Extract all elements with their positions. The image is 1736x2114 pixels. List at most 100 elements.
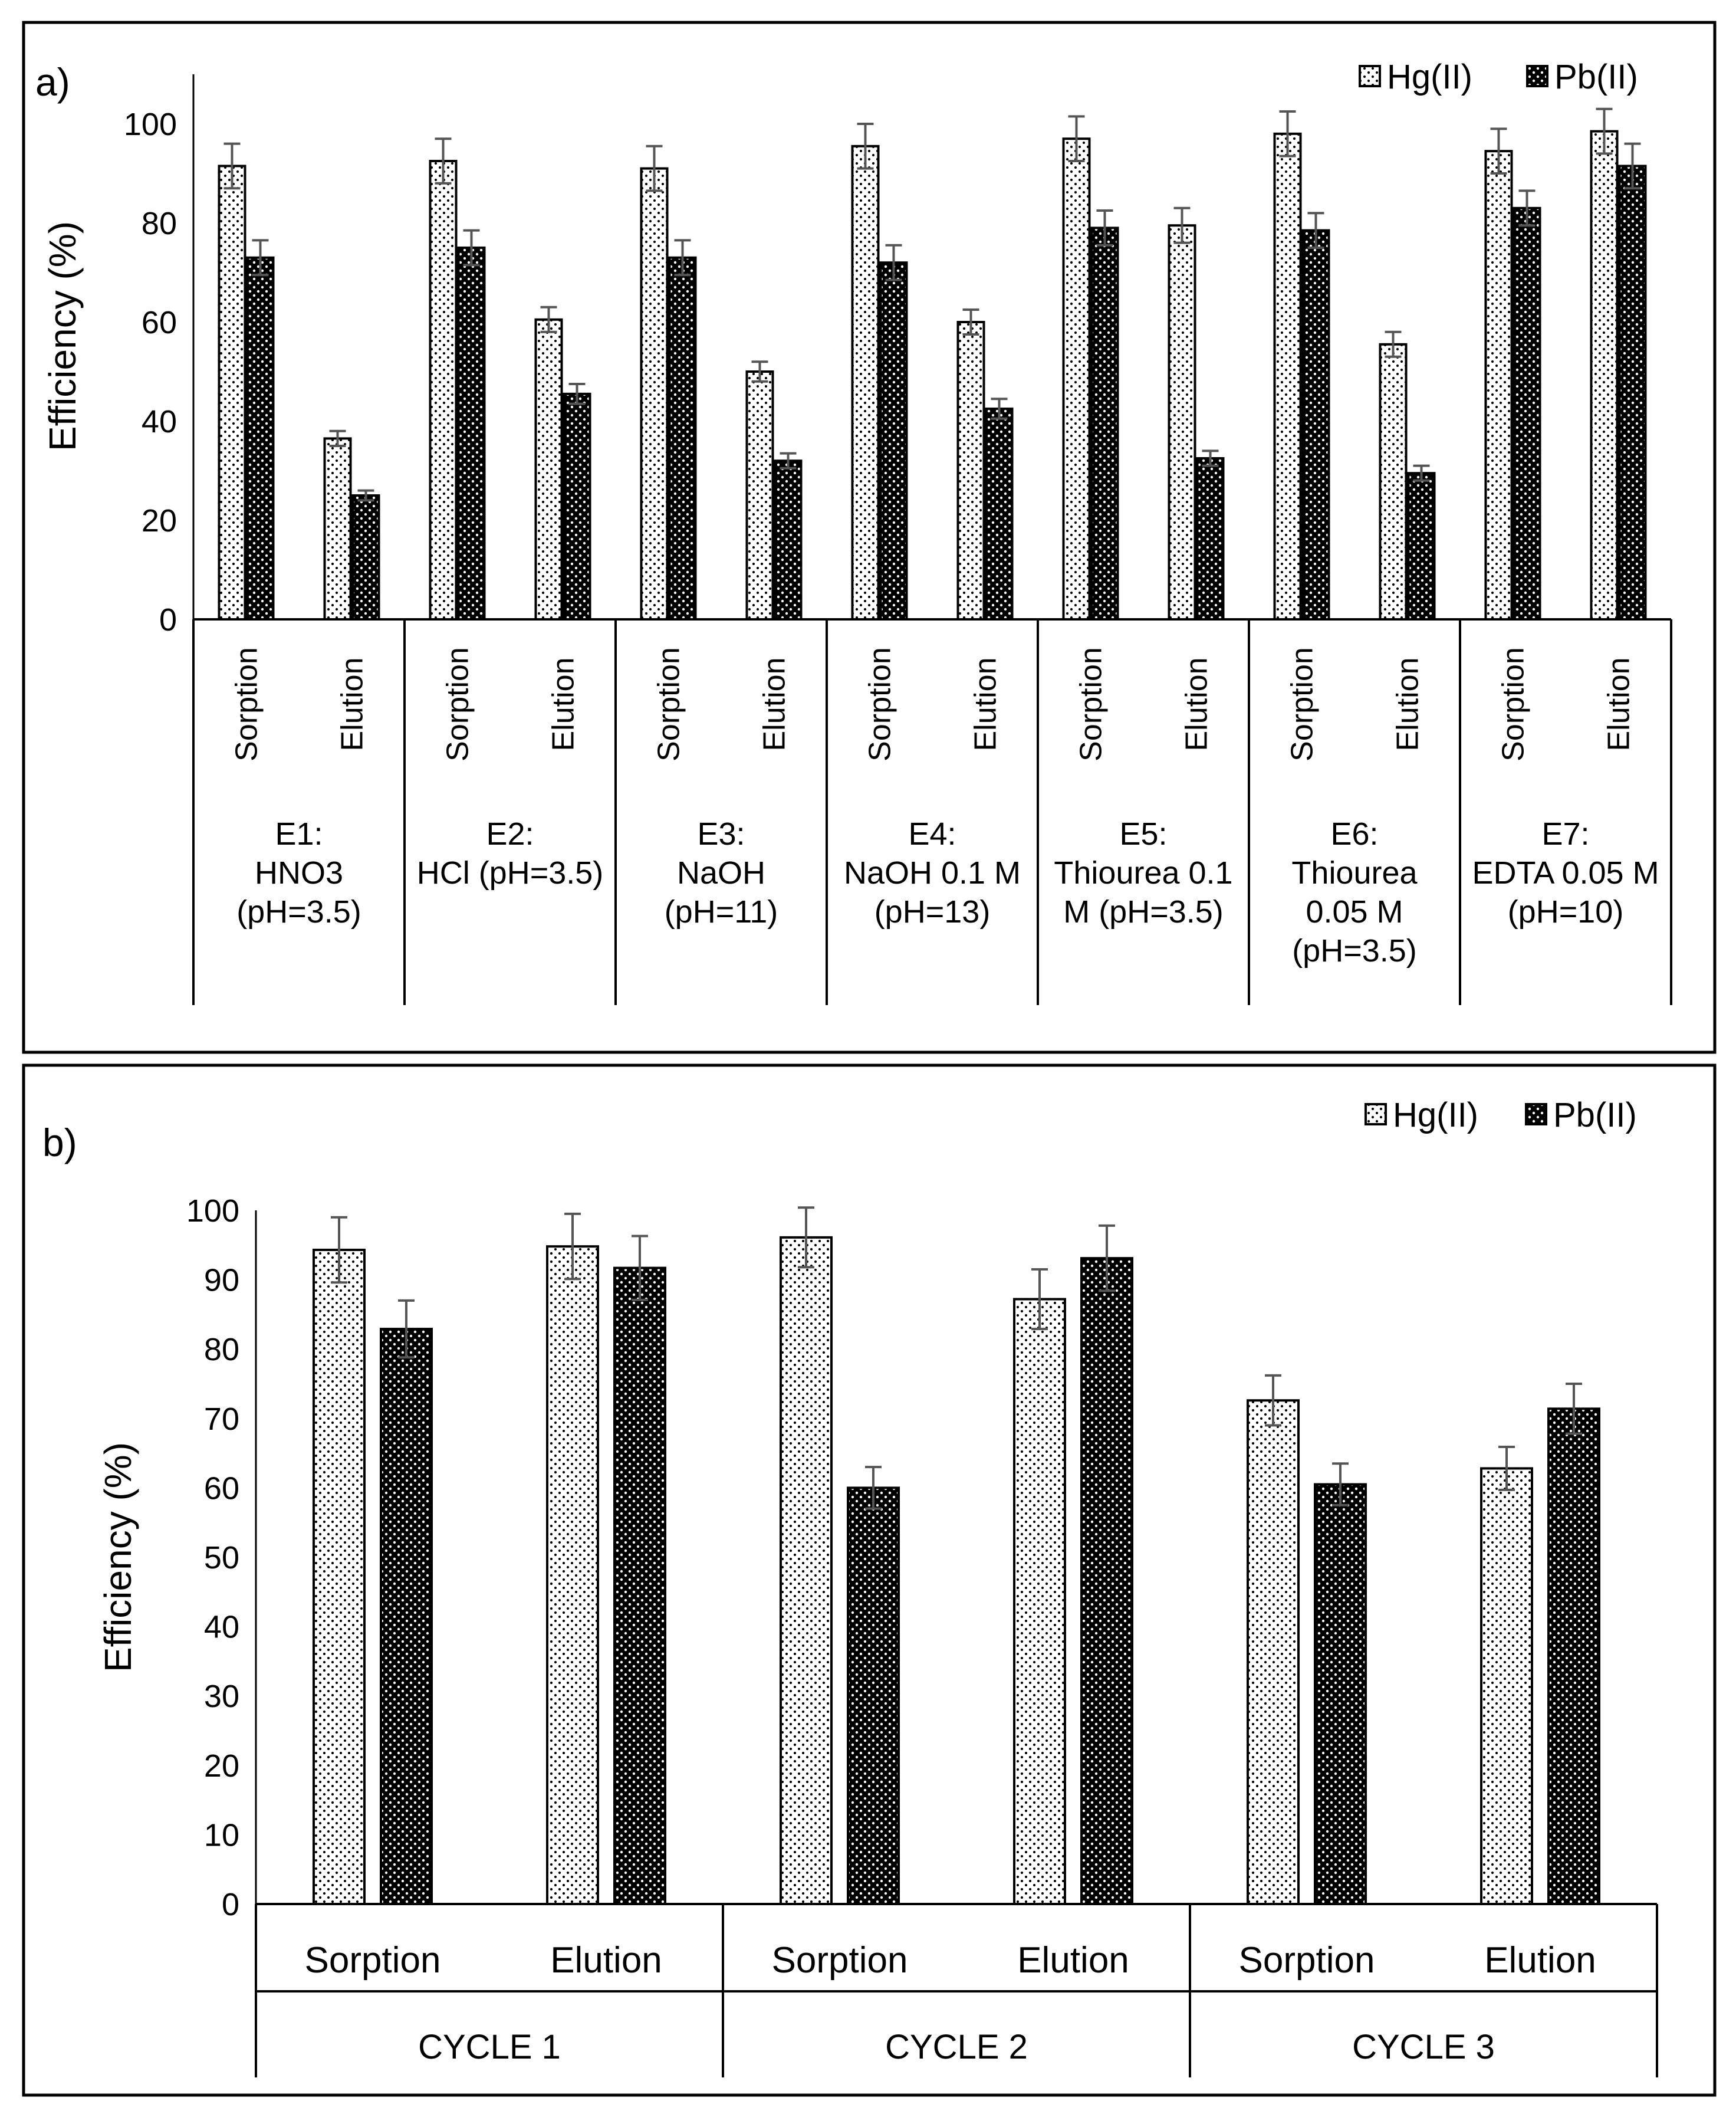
y-tick-label: 0	[222, 1887, 239, 1922]
group-label: CYCLE 1	[418, 2028, 561, 2066]
bar-hgii	[1168, 224, 1196, 621]
bar-hgii	[745, 370, 774, 621]
y-tick-label: 20	[142, 503, 177, 539]
bar-pbii	[1301, 229, 1330, 621]
sub-category-label: Elution	[1602, 658, 1636, 751]
bar-pbii	[1618, 165, 1647, 621]
group-label: E4:	[908, 816, 956, 852]
bar-pbii	[351, 494, 380, 621]
sub-category-label: Elution	[758, 658, 792, 751]
sub-category-label: Sorption	[305, 1940, 441, 1981]
sub-category-label: Elution	[1180, 658, 1214, 751]
sub-category-label: Elution	[550, 1940, 662, 1981]
bar-pbii	[1513, 206, 1541, 621]
bar-hgii	[429, 160, 458, 621]
bar-pbii	[1407, 472, 1436, 621]
sub-category-label: Elution	[547, 658, 581, 751]
legend-a-hg-swatch	[1359, 65, 1381, 87]
group-label: HNO3	[255, 855, 343, 891]
plot-a: 0 20 40 60 80 100 Sorption Elution Sorption Eluti…	[124, 74, 1672, 1005]
y-tick-label: 80	[204, 1332, 239, 1367]
bar-pbii	[985, 408, 1014, 621]
sub-category-label: Elution	[1484, 1940, 1596, 1981]
legend-b-pb-label: Pb(II)	[1553, 1096, 1637, 1134]
sub-category-label: Elution	[336, 658, 370, 751]
bar-hgii	[640, 167, 669, 621]
y-tick-label: 40	[142, 404, 177, 439]
bar-pbii	[1080, 1257, 1133, 1905]
bar-pbii	[457, 247, 486, 621]
bar-pbii	[613, 1266, 666, 1905]
y-tick-label: 10	[204, 1817, 239, 1853]
group-label: E7:	[1541, 816, 1589, 852]
group-label: (pH=11)	[665, 894, 778, 930]
sub-category-label: Sorption	[772, 1940, 908, 1981]
group-label: CYCLE 3	[1352, 2028, 1495, 2066]
bar-hgii	[1273, 132, 1302, 621]
group-label: (pH=3.5)	[1292, 933, 1417, 969]
bar-hgii	[1484, 150, 1513, 621]
y-tick-label: 0	[159, 602, 177, 638]
sub-category-label: Sorption	[1497, 647, 1531, 761]
sub-category-label: Elution	[1391, 658, 1425, 751]
bar-pbii	[1547, 1407, 1600, 1905]
group-label: EDTA 0.05 M	[1472, 855, 1659, 891]
bar-pbii	[668, 256, 697, 621]
bar-hgii	[1013, 1298, 1066, 1906]
legend-b-hg-swatch	[1365, 1103, 1387, 1125]
group-label: E3:	[697, 816, 745, 852]
y-tick-label: 90	[204, 1263, 239, 1298]
bar-pbii	[847, 1486, 900, 1905]
bar-hgii	[1247, 1399, 1300, 1906]
panel-a-legend: Hg(II) Pb(II)	[1359, 58, 1638, 96]
bar-pbii	[246, 256, 275, 621]
panel-b-frame	[22, 1063, 1717, 2097]
y-tick-label: 20	[204, 1748, 239, 1784]
y-tick-label: 30	[204, 1679, 239, 1714]
group-label: NaOH	[677, 855, 765, 891]
group-label: Thiourea	[1291, 855, 1418, 891]
sub-category-label: Elution	[969, 658, 1003, 751]
panel-a-frame	[22, 21, 1717, 1054]
bar-pbii	[1090, 226, 1119, 621]
group-label: E6:	[1330, 816, 1378, 852]
bar-pbii	[879, 261, 908, 621]
bar-hgii	[546, 1245, 599, 1906]
legend-a-pb-swatch	[1526, 65, 1548, 87]
bar-hgii	[1062, 137, 1091, 621]
plot-b: 0 10 20 30 40 50 60 70 80 90 100 Sorption Elution Sor…	[186, 1193, 1658, 2077]
y-tick-label: 100	[186, 1193, 239, 1229]
sub-category-label: Sorption	[230, 647, 264, 761]
sub-category-label: Elution	[1017, 1940, 1129, 1981]
group-label: Thiourea 0.1	[1054, 855, 1232, 891]
group-label: M (pH=3.5)	[1063, 894, 1224, 930]
panel-b-legend: Hg(II) Pb(II)	[1365, 1096, 1637, 1134]
bar-hgii	[313, 1249, 366, 1905]
group-label: E2:	[486, 816, 534, 852]
panel-b-y-axis-title: Efficiency (%)	[97, 1442, 139, 1672]
y-tick-label: 50	[204, 1540, 239, 1575]
group-label: HCl (pH=3.5)	[417, 855, 604, 891]
sub-category-label: Sorption	[1239, 1940, 1375, 1981]
y-tick-label: 100	[124, 107, 177, 142]
bar-pbii	[1196, 457, 1225, 621]
bar-pbii	[774, 459, 803, 621]
sub-category-label: Sorption	[652, 647, 686, 761]
y-tick-label: 60	[204, 1470, 239, 1506]
bar-hgii	[851, 145, 880, 621]
bar-pbii	[563, 392, 591, 621]
group-label: E5:	[1119, 816, 1167, 852]
legend-a-pb-label: Pb(II)	[1554, 58, 1638, 96]
y-tick-label: 70	[204, 1401, 239, 1437]
panel-a-y-axis-title: Efficiency (%)	[41, 221, 84, 451]
bar-hgii	[780, 1236, 833, 1905]
y-tick-label: 40	[204, 1610, 239, 1645]
bar-hgii	[323, 437, 352, 621]
y-tick-label: 80	[142, 206, 177, 241]
bar-hgii	[1480, 1467, 1533, 1905]
group-label: E1:	[275, 816, 323, 852]
legend-b-hg-label: Hg(II)	[1393, 1096, 1478, 1134]
group-label: 0.05 M	[1306, 894, 1403, 930]
group-label: NaOH 0.1 M	[844, 855, 1021, 891]
